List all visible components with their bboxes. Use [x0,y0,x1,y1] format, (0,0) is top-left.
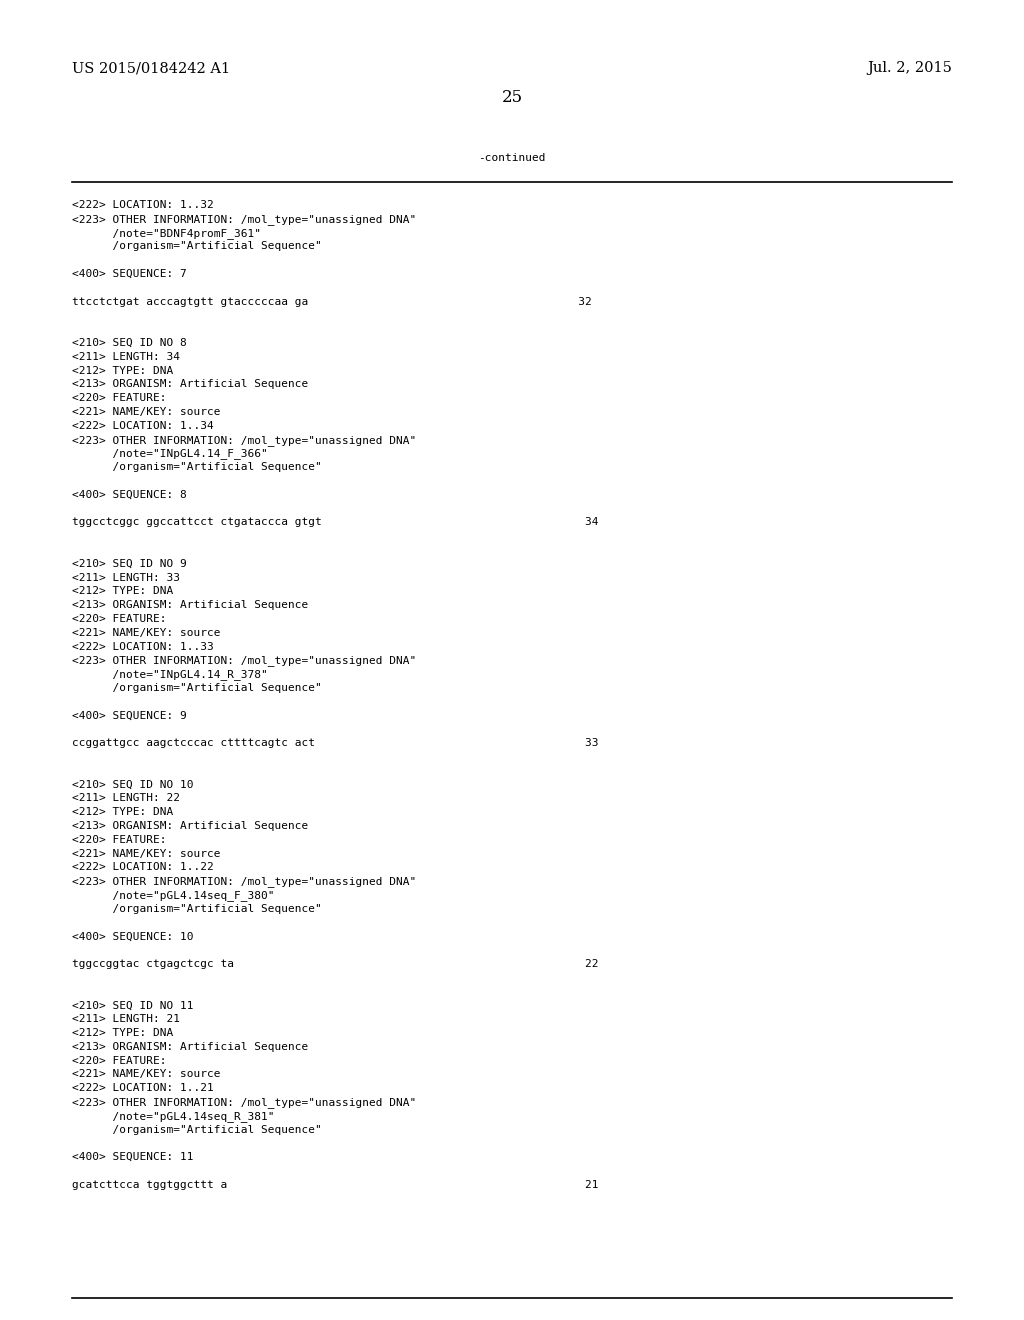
Text: <400> SEQUENCE: 11: <400> SEQUENCE: 11 [72,1152,194,1162]
Text: <213> ORGANISM: Artificial Sequence: <213> ORGANISM: Artificial Sequence [72,601,308,610]
Text: <213> ORGANISM: Artificial Sequence: <213> ORGANISM: Artificial Sequence [72,379,308,389]
Text: tggcctcggc ggccattcct ctgataccca gtgt                                       34: tggcctcggc ggccattcct ctgataccca gtgt 34 [72,517,598,528]
Text: <212> TYPE: DNA: <212> TYPE: DNA [72,366,173,376]
Text: <223> OTHER INFORMATION: /mol_type="unassigned DNA": <223> OTHER INFORMATION: /mol_type="unas… [72,214,416,224]
Text: <221> NAME/KEY: source: <221> NAME/KEY: source [72,628,220,638]
Text: <400> SEQUENCE: 10: <400> SEQUENCE: 10 [72,932,194,941]
Text: <210> SEQ ID NO 11: <210> SEQ ID NO 11 [72,1001,194,1010]
Text: <222> LOCATION: 1..34: <222> LOCATION: 1..34 [72,421,214,430]
Text: /note="BDNF4promF_361": /note="BDNF4promF_361" [72,227,261,239]
Text: <222> LOCATION: 1..22: <222> LOCATION: 1..22 [72,862,214,873]
Text: <400> SEQUENCE: 8: <400> SEQUENCE: 8 [72,490,186,500]
Text: <212> TYPE: DNA: <212> TYPE: DNA [72,808,173,817]
Text: /note="INpGL4.14_R_378": /note="INpGL4.14_R_378" [72,669,267,680]
Text: <400> SEQUENCE: 9: <400> SEQUENCE: 9 [72,710,186,721]
Text: ccggattgcc aagctcccac cttttcagtc act                                        33: ccggattgcc aagctcccac cttttcagtc act 33 [72,738,598,748]
Text: <221> NAME/KEY: source: <221> NAME/KEY: source [72,407,220,417]
Text: <210> SEQ ID NO 10: <210> SEQ ID NO 10 [72,780,194,789]
Text: <220> FEATURE:: <220> FEATURE: [72,1056,167,1065]
Text: /note="pGL4.14seq_F_380": /note="pGL4.14seq_F_380" [72,890,274,902]
Text: <223> OTHER INFORMATION: /mol_type="unassigned DNA": <223> OTHER INFORMATION: /mol_type="unas… [72,434,416,446]
Text: /organism="Artificial Sequence": /organism="Artificial Sequence" [72,904,322,913]
Text: <212> TYPE: DNA: <212> TYPE: DNA [72,586,173,597]
Text: /note="INpGL4.14_F_366": /note="INpGL4.14_F_366" [72,449,267,459]
Text: tggccggtac ctgagctcgc ta                                                    22: tggccggtac ctgagctcgc ta 22 [72,960,598,969]
Text: <222> LOCATION: 1..33: <222> LOCATION: 1..33 [72,642,214,652]
Text: <213> ORGANISM: Artificial Sequence: <213> ORGANISM: Artificial Sequence [72,1041,308,1052]
Text: <211> LENGTH: 33: <211> LENGTH: 33 [72,573,180,582]
Text: <213> ORGANISM: Artificial Sequence: <213> ORGANISM: Artificial Sequence [72,821,308,832]
Text: <220> FEATURE:: <220> FEATURE: [72,614,167,624]
Text: <211> LENGTH: 34: <211> LENGTH: 34 [72,352,180,362]
Text: /organism="Artificial Sequence": /organism="Artificial Sequence" [72,682,322,693]
Text: <221> NAME/KEY: source: <221> NAME/KEY: source [72,1069,220,1080]
Text: <211> LENGTH: 21: <211> LENGTH: 21 [72,1014,180,1024]
Text: /organism="Artificial Sequence": /organism="Artificial Sequence" [72,1125,322,1135]
Text: Jul. 2, 2015: Jul. 2, 2015 [867,61,952,75]
Text: <222> LOCATION: 1..32: <222> LOCATION: 1..32 [72,201,214,210]
Text: <221> NAME/KEY: source: <221> NAME/KEY: source [72,849,220,858]
Text: <220> FEATURE:: <220> FEATURE: [72,834,167,845]
Text: 25: 25 [502,90,522,107]
Text: <210> SEQ ID NO 8: <210> SEQ ID NO 8 [72,338,186,348]
Text: <220> FEATURE:: <220> FEATURE: [72,393,167,403]
Text: <223> OTHER INFORMATION: /mol_type="unassigned DNA": <223> OTHER INFORMATION: /mol_type="unas… [72,876,416,887]
Text: /note="pGL4.14seq_R_381": /note="pGL4.14seq_R_381" [72,1111,274,1122]
Text: US 2015/0184242 A1: US 2015/0184242 A1 [72,61,230,75]
Text: <223> OTHER INFORMATION: /mol_type="unassigned DNA": <223> OTHER INFORMATION: /mol_type="unas… [72,1097,416,1107]
Text: /organism="Artificial Sequence": /organism="Artificial Sequence" [72,462,322,473]
Text: /organism="Artificial Sequence": /organism="Artificial Sequence" [72,242,322,251]
Text: -continued: -continued [478,153,546,162]
Text: <210> SEQ ID NO 9: <210> SEQ ID NO 9 [72,558,186,569]
Text: ttcctctgat acccagtgtt gtacccccaa ga                                        32: ttcctctgat acccagtgtt gtacccccaa ga 32 [72,297,592,306]
Text: <223> OTHER INFORMATION: /mol_type="unassigned DNA": <223> OTHER INFORMATION: /mol_type="unas… [72,656,416,667]
Text: <211> LENGTH: 22: <211> LENGTH: 22 [72,793,180,804]
Text: <400> SEQUENCE: 7: <400> SEQUENCE: 7 [72,269,186,279]
Text: <212> TYPE: DNA: <212> TYPE: DNA [72,1028,173,1038]
Text: <222> LOCATION: 1..21: <222> LOCATION: 1..21 [72,1084,214,1093]
Text: gcatcttcca tggtggcttt a                                                     21: gcatcttcca tggtggcttt a 21 [72,1180,598,1189]
